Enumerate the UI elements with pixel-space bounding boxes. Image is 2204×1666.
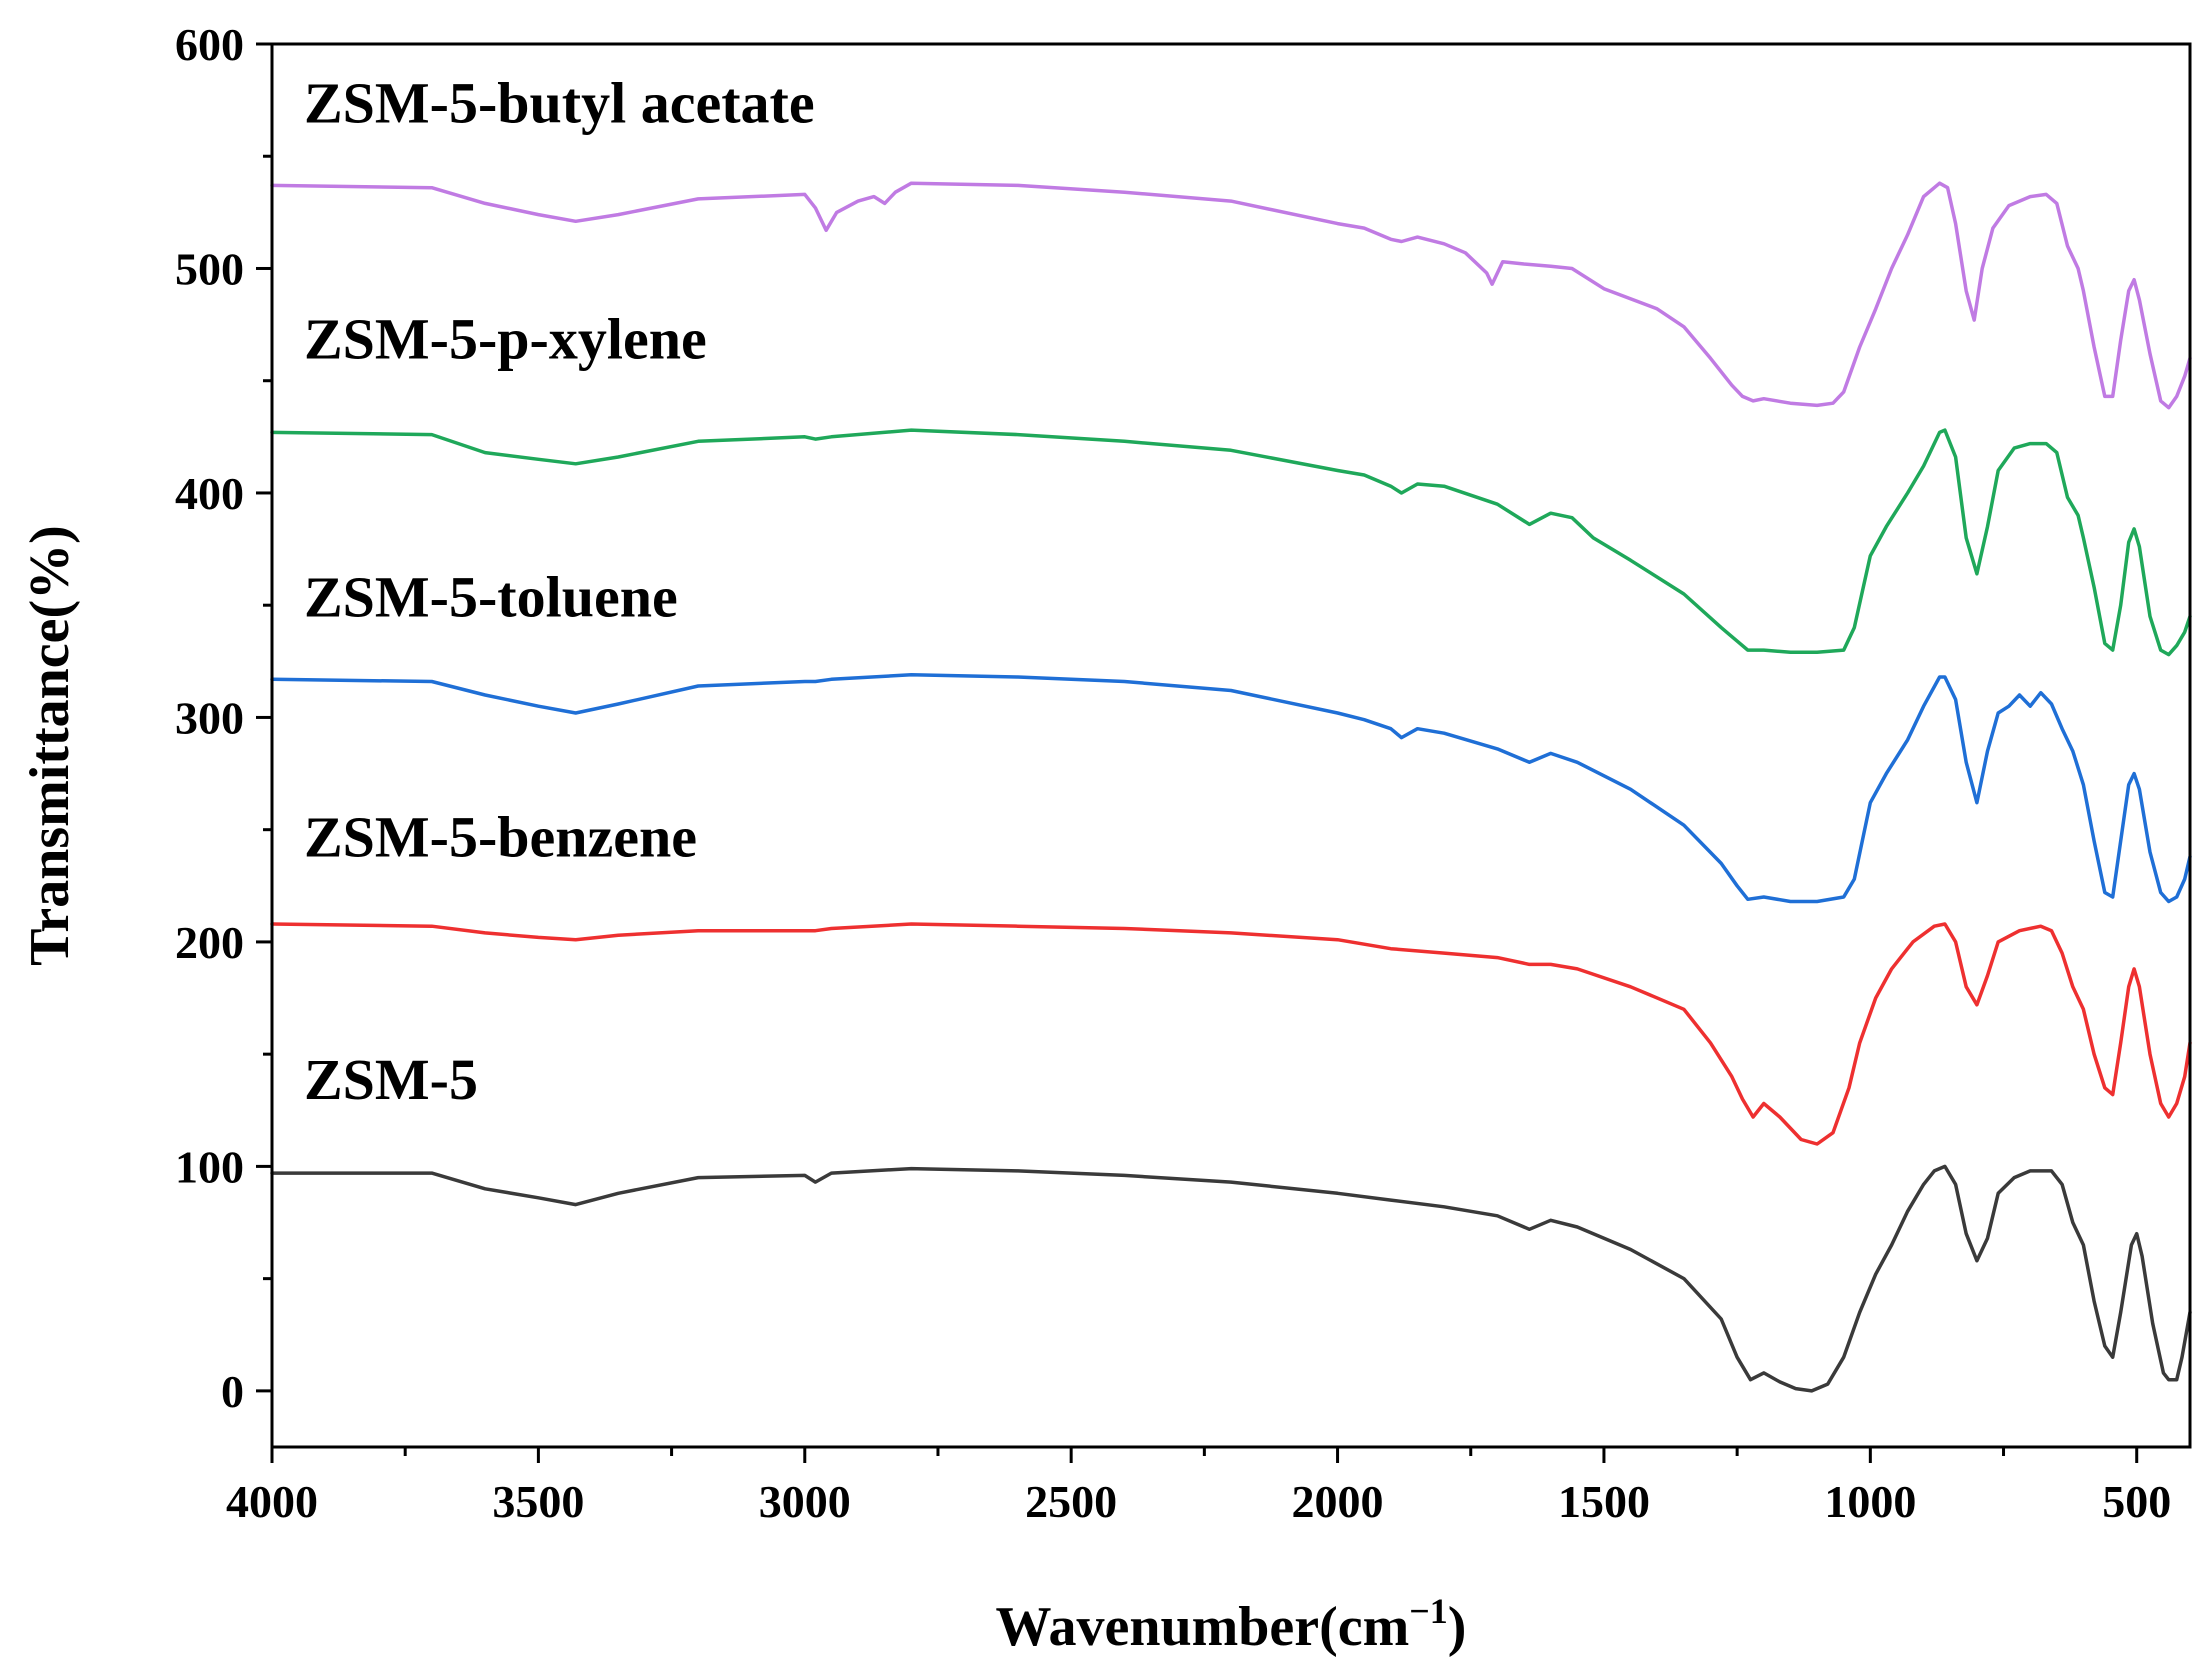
y-tick-label: 300 bbox=[175, 692, 244, 743]
series-line-zsm-5-butyl-acetate bbox=[270, 181, 2192, 410]
x-tick-label: 1000 bbox=[1824, 1476, 1916, 1527]
y-axis-title: Transmittance(%) bbox=[19, 525, 81, 966]
series-label: ZSM-5 bbox=[304, 1047, 478, 1112]
y-tick-label: 100 bbox=[175, 1141, 244, 1192]
x-tick-label: 1500 bbox=[1558, 1476, 1650, 1527]
x-ticks: 4000 3500 3000 2500 2000 1500 1000 500 bbox=[226, 1447, 2171, 1527]
x-tick-label: 500 bbox=[2102, 1476, 2171, 1527]
series-label: ZSM-5-benzene bbox=[304, 805, 697, 870]
axes bbox=[270, 42, 2192, 1449]
x-tick-label: 4000 bbox=[226, 1476, 318, 1527]
y-tick-label: 0 bbox=[221, 1366, 244, 1417]
series-line-zsm-5-benzene bbox=[270, 922, 2192, 1146]
x-tick-label: 2500 bbox=[1025, 1476, 1117, 1527]
y-tick-label: 500 bbox=[175, 243, 244, 294]
x-axis-title-sup: −1 bbox=[1409, 1591, 1448, 1631]
series-line-zsm-5-toluene bbox=[270, 673, 2192, 904]
series-label: ZSM-5-toluene bbox=[304, 564, 678, 629]
y-tick-label: 400 bbox=[175, 468, 244, 519]
series-label: ZSM-5-butyl acetate bbox=[304, 71, 815, 136]
x-tick-label: 2000 bbox=[1292, 1476, 1384, 1527]
series-label: ZSM-5-p-xylene bbox=[304, 306, 707, 371]
series-lines bbox=[270, 181, 2192, 1393]
x-tick-label: 3000 bbox=[759, 1476, 851, 1527]
y-tick-label: 600 bbox=[175, 19, 244, 70]
series-line-zsm-5-p-xylene bbox=[270, 428, 2192, 657]
series-labels: ZSM-5 ZSM-5-benzene ZSM-5-toluene ZSM-5-p-x… bbox=[304, 71, 815, 1112]
plot-frame bbox=[270, 42, 2192, 1449]
x-axis-title-close: ) bbox=[1448, 1596, 1467, 1658]
y-ticks: 0 100 200 300 400 500 600 bbox=[175, 19, 272, 1417]
y-tick-label: 200 bbox=[175, 917, 244, 968]
series-line-zsm-5 bbox=[270, 1164, 2192, 1393]
x-tick-label: 3500 bbox=[492, 1476, 584, 1527]
x-axis-title: Wavenumber(cm−1) bbox=[996, 1591, 1467, 1658]
x-axis-title-main: Wavenumber(cm bbox=[996, 1596, 1410, 1658]
